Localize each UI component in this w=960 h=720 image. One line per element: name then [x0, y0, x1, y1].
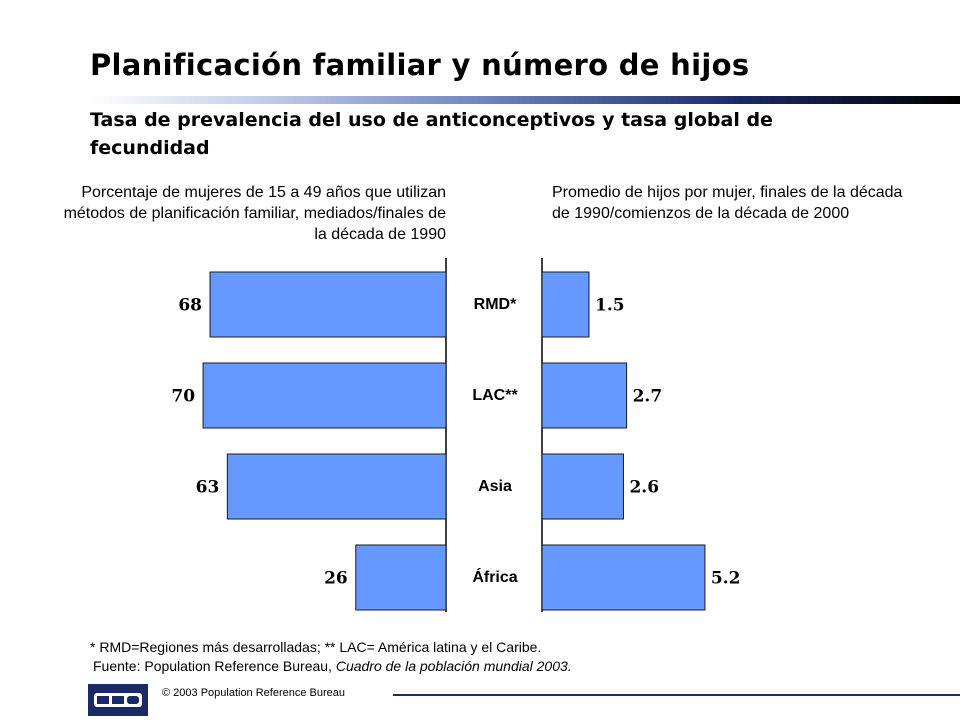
left-bar-value-label: 26: [324, 569, 348, 589]
right-chart-title: Promedio de hijos por mujer, finales de …: [552, 184, 903, 222]
category-label: África: [472, 567, 517, 586]
page-title: Planificación familiar y número de hijos: [90, 48, 750, 82]
category-label: LAC**: [472, 387, 518, 404]
left-chart-title: Porcentaje de mujeres de 15 a 49 años qu…: [63, 184, 446, 243]
left-bar-value-label: 63: [196, 478, 220, 498]
left-bar: [202, 362, 447, 429]
category-label: RMD*: [474, 296, 517, 313]
left-bar: [355, 544, 447, 611]
right-bar: [541, 544, 706, 611]
right-bar-value-label: 2.6: [629, 478, 659, 498]
chart-subtitle: Tasa de prevalencia del uso de anticonce…: [90, 109, 773, 159]
right-bar-value-label: 5.2: [711, 569, 741, 589]
prb-logo: [88, 684, 148, 716]
footnote: * RMD=Regiones más desarrolladas; ** LAC…: [90, 639, 542, 655]
right-bar: [541, 362, 628, 429]
source-prefix: Fuente: Population Reference Bureau,: [93, 658, 336, 674]
left-bar-value-label: 68: [178, 296, 202, 316]
footer-rule: [393, 694, 960, 696]
source-note: Fuente: Population Reference Bureau, Cua…: [93, 657, 572, 675]
right-bar-value-label: 2.7: [633, 387, 663, 407]
right-bar: [541, 453, 624, 520]
right-bar: [541, 271, 590, 338]
left-bar: [226, 453, 447, 520]
left-bar: [209, 271, 447, 338]
category-label: Asia: [478, 478, 512, 495]
source-title: Cuadro de la población mundial 2003.: [335, 658, 572, 674]
title-rule: [88, 96, 960, 104]
left-bar-value-label: 70: [171, 387, 195, 407]
right-bar-value-label: 1.5: [595, 296, 625, 316]
copyright-text: © 2003 Population Reference Bureau: [162, 687, 346, 699]
